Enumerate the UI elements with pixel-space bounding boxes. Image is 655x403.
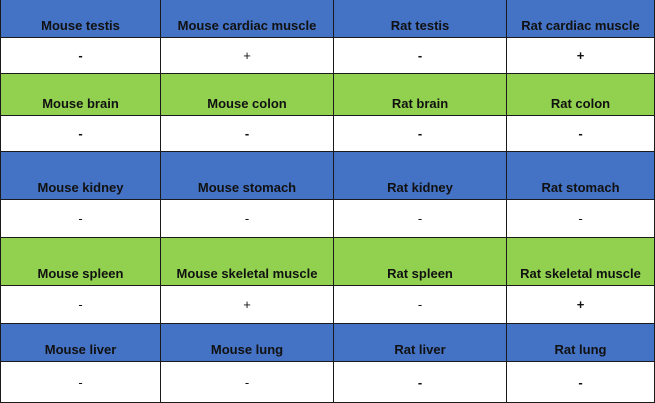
table-value-cell: - [507,200,655,238]
table-header-cell: Rat cardiac muscle [507,0,655,38]
table-header-cell: Mouse brain [0,74,161,116]
table-header-cell: Mouse stomach [161,152,334,200]
table-value-cell: - [0,286,161,324]
table-value-cell: - [0,200,161,238]
table-value-cell: - [507,362,655,403]
table-header-cell: Rat brain [334,74,507,116]
table-header-cell: Mouse testis [0,0,161,38]
table-value-cell: + [507,286,655,324]
table-header-cell: Rat liver [334,324,507,362]
table-value-cell: - [334,286,507,324]
table-value-cell: - [161,362,334,403]
table-header-cell: Rat spleen [334,238,507,286]
table-value-cell: - [0,116,161,152]
table-value-cell: - [334,116,507,152]
table-value-cell: + [161,38,334,74]
table-header-cell: Rat skeletal muscle [507,238,655,286]
table-value-cell: - [161,200,334,238]
table-value-cell: - [334,200,507,238]
table-header-cell: Rat testis [334,0,507,38]
table-header-cell: Rat colon [507,74,655,116]
table-value-cell: - [334,38,507,74]
table-value-cell: - [161,116,334,152]
table-header-cell: Mouse colon [161,74,334,116]
table-header-cell: Rat stomach [507,152,655,200]
table-value-cell: + [161,286,334,324]
table-value-cell: - [507,116,655,152]
table-header-cell: Mouse kidney [0,152,161,200]
table-header-cell: Mouse cardiac muscle [161,0,334,38]
table-value-cell: - [0,362,161,403]
table-value-cell: - [0,38,161,74]
table-value-cell: + [507,38,655,74]
table-header-cell: Mouse skeletal muscle [161,238,334,286]
table-header-cell: Rat kidney [334,152,507,200]
table-header-cell: Rat lung [507,324,655,362]
table-header-cell: Mouse liver [0,324,161,362]
table-value-cell: - [334,362,507,403]
table-header-cell: Mouse lung [161,324,334,362]
table-header-cell: Mouse spleen [0,238,161,286]
